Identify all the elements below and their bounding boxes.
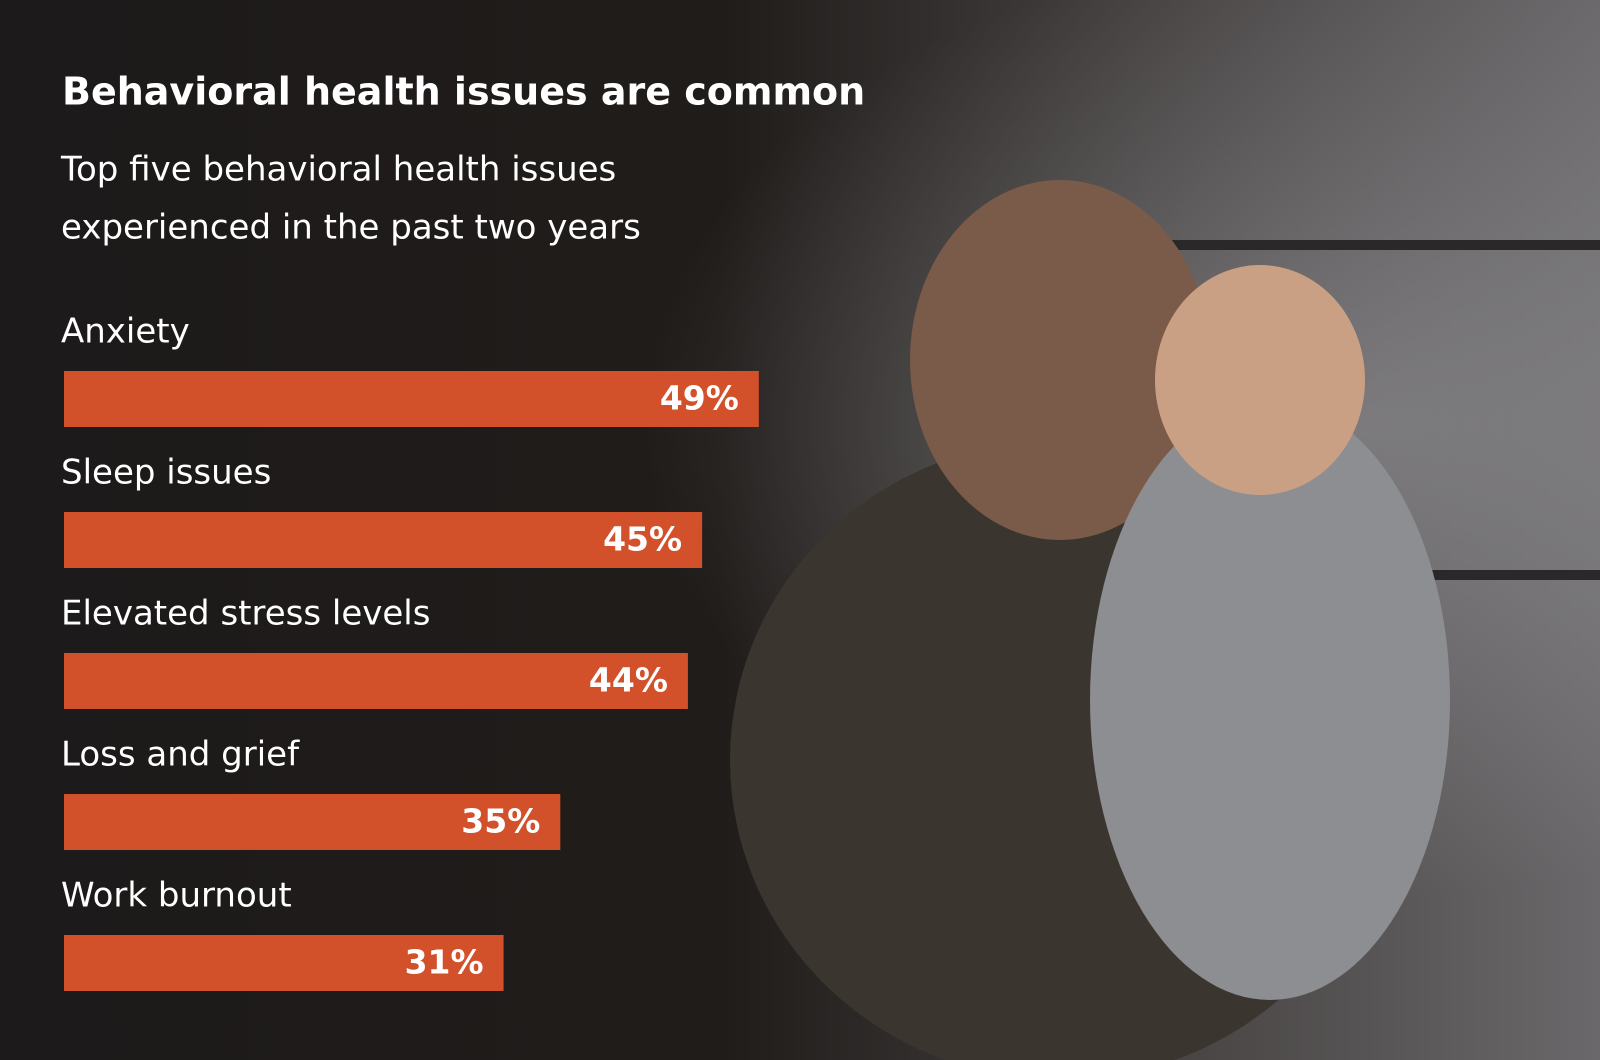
category-label: Sleep issues [61, 453, 271, 493]
person-head [910, 180, 1210, 540]
bar [64, 935, 504, 991]
category-label: Work burnout [61, 876, 292, 916]
shelf [1130, 240, 1600, 250]
value-label: 31% [405, 943, 484, 982]
bar [64, 371, 759, 427]
value-label: 35% [461, 802, 540, 841]
child-head [1155, 265, 1365, 495]
value-label: 49% [660, 379, 739, 418]
value-label: 45% [603, 520, 682, 559]
bar [64, 653, 688, 709]
category-label: Anxiety [61, 312, 190, 352]
bar [64, 794, 561, 850]
chart-title: Behavioral health issues are common [62, 70, 865, 114]
value-label: 44% [589, 661, 668, 700]
chart-subtitle: experienced in the past two years [61, 208, 641, 248]
chart-subtitle: Top five behavioral health issues [60, 150, 616, 190]
shelf [1330, 570, 1600, 580]
category-label: Loss and grief [61, 735, 300, 775]
child-silhouette [1090, 400, 1450, 1000]
category-label: Elevated stress levels [61, 594, 430, 634]
bar [64, 512, 703, 568]
